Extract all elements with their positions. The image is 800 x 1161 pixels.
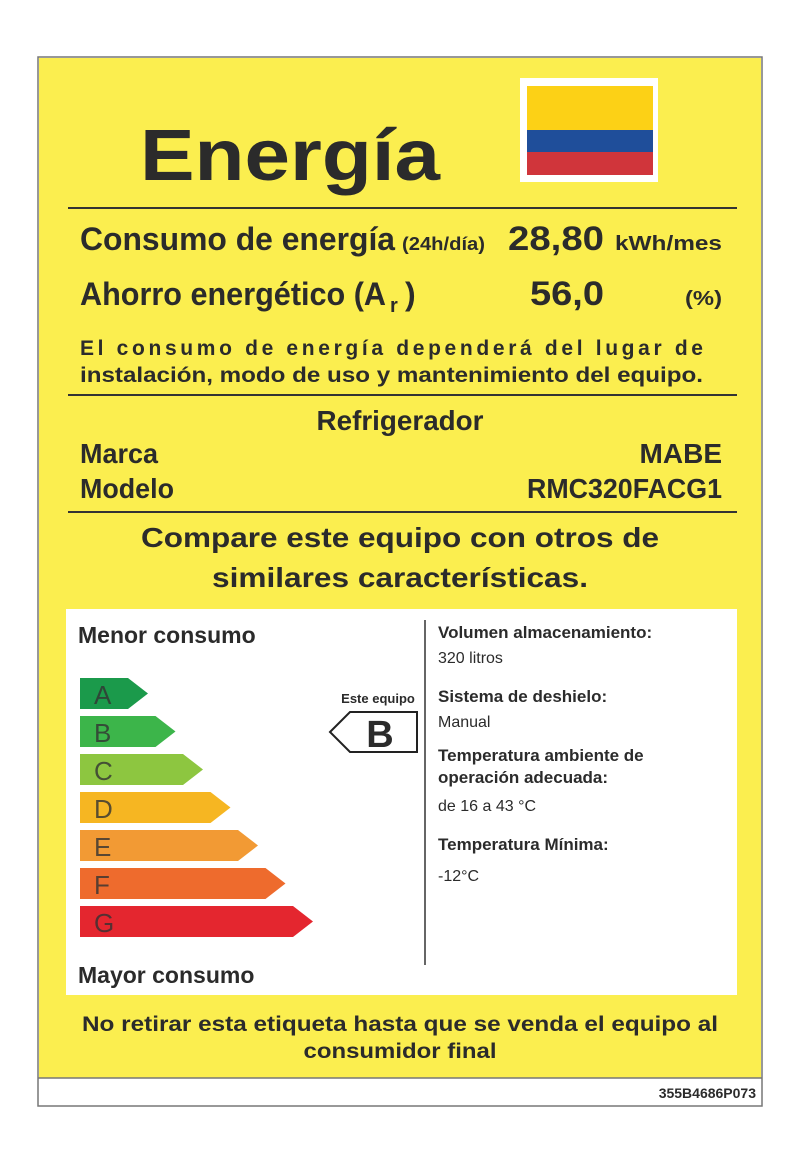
brand: MABE: [640, 438, 722, 469]
class-bar: [80, 906, 313, 937]
this-label: Este equipo: [341, 691, 415, 706]
savings-value: 56,0: [530, 275, 604, 313]
footer-line: No retirar esta etiqueta hasta que se ve…: [82, 1013, 718, 1036]
class-bar: [80, 678, 148, 709]
flag-yellow: [527, 86, 653, 130]
consumption-period: (24h/día): [402, 234, 485, 254]
spec-label: Temperatura ambiente de: [438, 746, 644, 765]
class-letter: F: [94, 870, 110, 900]
spec-value: 320 litros: [438, 650, 503, 667]
savings-label: Ahorro energético (A: [80, 276, 386, 312]
spec-label: Temperatura Mínima:: [438, 835, 609, 854]
class-bar: [80, 868, 286, 899]
title: Energía: [140, 116, 441, 196]
spec-label: Sistema de deshielo:: [438, 687, 607, 706]
consumption-value: 28,80: [508, 220, 604, 258]
compare-line: similares características.: [212, 562, 588, 593]
note-line: El consumo de energía dependerá del luga…: [80, 337, 703, 360]
consumption-label: Consumo de energía: [80, 221, 395, 257]
spec-label: operación adecuada:: [438, 768, 608, 787]
savings-unit: (%): [685, 288, 722, 310]
note-line: instalación, modo de uso y mantenimiento…: [80, 364, 703, 387]
product-type: Refrigerador: [317, 405, 484, 436]
footer-line: consumidor final: [304, 1040, 497, 1063]
consumption-unit: kWh/mes: [615, 233, 722, 255]
class-letter: G: [94, 908, 114, 938]
class-letter: C: [94, 756, 113, 786]
class-letter: A: [94, 680, 112, 710]
savings-close: ): [405, 276, 416, 312]
flag-red: [527, 152, 653, 175]
colombia-flag: [520, 78, 658, 182]
spec-value: -12°C: [438, 868, 479, 885]
class-letter: B: [94, 718, 111, 748]
class-bar: [80, 830, 258, 861]
label-code: 355B4686P073: [659, 1085, 757, 1101]
this-arrow: [328, 711, 418, 753]
class-bar: [80, 754, 203, 785]
spec-value: de 16 a 43 °C: [438, 798, 536, 815]
class-bar: [80, 716, 176, 747]
flag-blue: [527, 130, 653, 152]
savings-subscript: r: [390, 295, 398, 317]
this-class: B: [366, 714, 393, 756]
brand-label: Marca: [80, 438, 158, 469]
class-letter: D: [94, 794, 113, 824]
scale-top-label: Menor consumo: [78, 622, 256, 648]
spec-label: Volumen almacenamiento:: [438, 623, 652, 642]
model-label: Modelo: [80, 473, 174, 504]
model: RMC320FACG1: [527, 473, 722, 504]
spec-value: Manual: [438, 714, 490, 731]
compare-line: Compare este equipo con otros de: [141, 522, 659, 553]
scale-bottom-label: Mayor consumo: [78, 962, 254, 988]
class-letter: E: [94, 832, 111, 862]
class-bar: [80, 792, 231, 823]
